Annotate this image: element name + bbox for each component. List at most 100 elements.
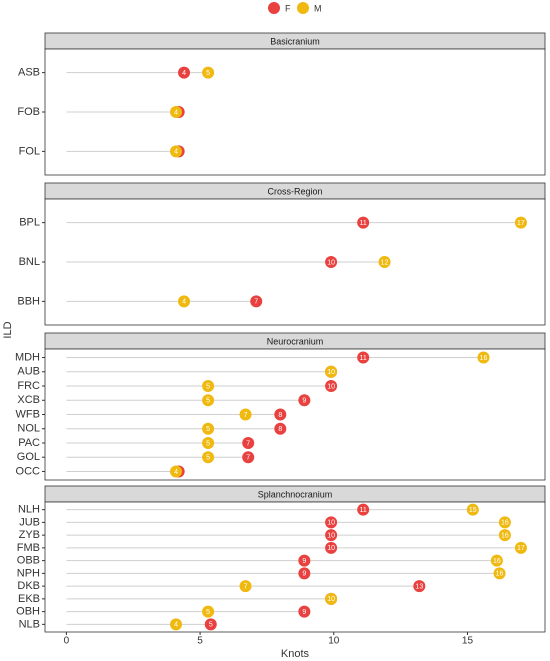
- point-label: 11: [360, 507, 367, 514]
- point-label: 5: [206, 398, 210, 405]
- point-label: 11: [360, 355, 367, 362]
- point: [170, 465, 183, 478]
- point: [413, 580, 426, 593]
- point: [202, 451, 215, 464]
- point: [242, 436, 255, 449]
- point-label: 16: [501, 520, 509, 527]
- point-label: 5: [206, 455, 210, 462]
- point: [498, 529, 511, 542]
- point-label: 9: [302, 398, 306, 405]
- point: [170, 106, 183, 118]
- facet-title: Basicranium: [270, 36, 320, 46]
- point: [178, 66, 191, 79]
- point-label: 5: [206, 426, 210, 433]
- y-tick-label: FOB: [17, 106, 40, 118]
- facet-title: Neurocranium: [267, 336, 324, 346]
- point-label: 10: [327, 369, 335, 376]
- point-label: 12: [381, 259, 389, 266]
- point-label: 5: [206, 440, 210, 447]
- point: [357, 216, 370, 229]
- point-label: 10: [327, 596, 335, 603]
- point: [325, 256, 338, 268]
- point: [298, 605, 311, 618]
- point: [170, 145, 183, 158]
- facet-title: Cross-Region: [267, 186, 322, 196]
- point-label: 16: [493, 558, 501, 565]
- point: [490, 554, 503, 567]
- point: [325, 592, 338, 605]
- point: [274, 408, 287, 421]
- y-tick-label: XCB: [17, 394, 40, 406]
- point: [239, 408, 252, 421]
- point-label: 9: [302, 609, 306, 616]
- point: [378, 256, 391, 268]
- point: [325, 541, 338, 554]
- point: [274, 422, 287, 435]
- point: [325, 529, 338, 542]
- point-label: 10: [327, 520, 335, 527]
- point: [202, 436, 215, 449]
- point: [298, 554, 311, 567]
- legend-marker: [297, 2, 309, 14]
- point-label: 10: [327, 383, 335, 390]
- x-tick-label: 15: [462, 636, 474, 647]
- point: [202, 380, 215, 393]
- point-label: 11: [360, 220, 367, 227]
- point-label: 5: [206, 70, 210, 77]
- point: [325, 365, 338, 378]
- point: [477, 351, 490, 364]
- x-tick-label: 5: [197, 636, 203, 647]
- y-tick-label: FMB: [17, 542, 40, 554]
- y-tick-label: BPL: [19, 217, 40, 229]
- point-label: 16: [480, 355, 488, 362]
- y-tick-label: WFB: [16, 408, 40, 420]
- point: [202, 394, 215, 407]
- x-axis-label: Knots: [281, 648, 310, 660]
- point: [514, 216, 527, 229]
- point-label: 7: [246, 440, 250, 447]
- point-label: 5: [209, 622, 213, 629]
- point-label: 9: [302, 571, 306, 578]
- y-tick-label: DKB: [17, 580, 40, 592]
- point-label: 4: [174, 109, 178, 116]
- x-tick-label: 10: [328, 636, 340, 647]
- point: [493, 567, 506, 580]
- point: [498, 516, 511, 529]
- point: [325, 516, 338, 529]
- point: [357, 503, 370, 516]
- point-label: 15: [469, 507, 477, 514]
- point-label: 4: [174, 149, 178, 156]
- legend-label: M: [314, 3, 322, 13]
- legend-marker: [268, 2, 280, 14]
- point-label: 8: [278, 426, 282, 433]
- point-label: 4: [174, 469, 178, 476]
- point-label: 4: [182, 70, 186, 77]
- point: [239, 580, 252, 593]
- point-label: 7: [246, 455, 250, 462]
- y-tick-label: GOL: [17, 451, 40, 463]
- x-tick-label: 0: [64, 636, 70, 647]
- point-label: 13: [415, 583, 423, 590]
- point: [204, 618, 217, 631]
- facet-title: Splanchnocranium: [258, 489, 333, 499]
- point-label: 10: [327, 545, 335, 552]
- y-tick-label: JUB: [19, 516, 40, 528]
- y-tick-label: PAC: [18, 437, 40, 449]
- point: [325, 380, 338, 393]
- legend-label: F: [285, 3, 291, 13]
- y-tick-label: OBB: [17, 555, 40, 567]
- panel: [44, 501, 546, 633]
- y-tick-label: ZYB: [19, 529, 40, 541]
- point: [202, 66, 215, 79]
- point-label: 4: [174, 622, 178, 629]
- y-tick-label: NOL: [17, 423, 40, 435]
- point: [202, 422, 215, 435]
- point: [298, 394, 311, 407]
- y-tick-label: EKB: [18, 593, 40, 605]
- point: [202, 605, 215, 618]
- point: [514, 541, 527, 554]
- y-tick-label: FOL: [19, 145, 40, 157]
- y-tick-label: NLH: [18, 504, 40, 516]
- point-label: 10: [327, 532, 335, 539]
